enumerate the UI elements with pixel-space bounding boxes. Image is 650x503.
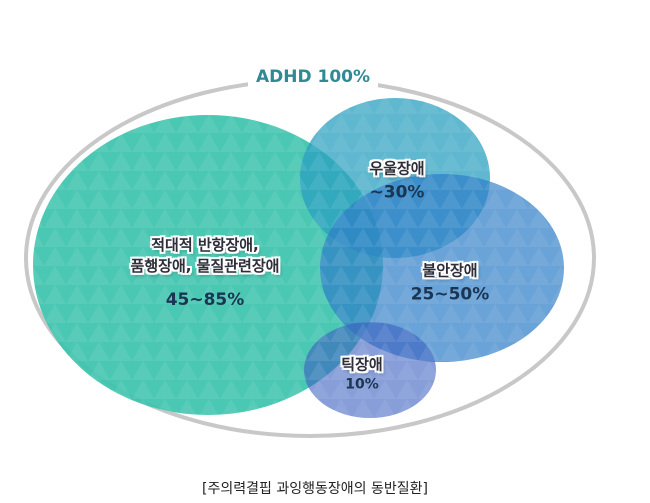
label-depression-name: 우울장애 — [369, 159, 425, 178]
label-tic: 틱장애 10% — [341, 354, 382, 393]
figure-caption: [주의력결핍 과잉행동장애의 동반질환] — [202, 481, 428, 497]
label-tic-name: 틱장애 — [341, 355, 383, 374]
set-odd — [33, 115, 383, 415]
label-depression: 우울장애 ~30% — [369, 158, 424, 203]
label-anxiety: 불안장애 25~50% — [411, 260, 490, 305]
label-depression-percent: ~30% — [369, 182, 425, 203]
set-anxiety — [320, 174, 564, 362]
label-anxiety-name: 불안장애 — [422, 261, 478, 280]
label-odd-line1: 적대적 반항장애, — [151, 236, 259, 254]
diagram-title: ADHD 100% — [247, 67, 379, 87]
label-tic-percent: 10% — [345, 376, 379, 393]
label-odd: 적대적 반항장애, 품행장애, 물질관련장애 45~85% — [131, 234, 280, 310]
label-odd-percent: 45~85% — [165, 290, 245, 310]
set-tic — [304, 322, 436, 418]
label-odd-line2: 품행장애, 물질관련장애 — [130, 257, 280, 275]
label-anxiety-percent: 25~50% — [410, 284, 490, 305]
